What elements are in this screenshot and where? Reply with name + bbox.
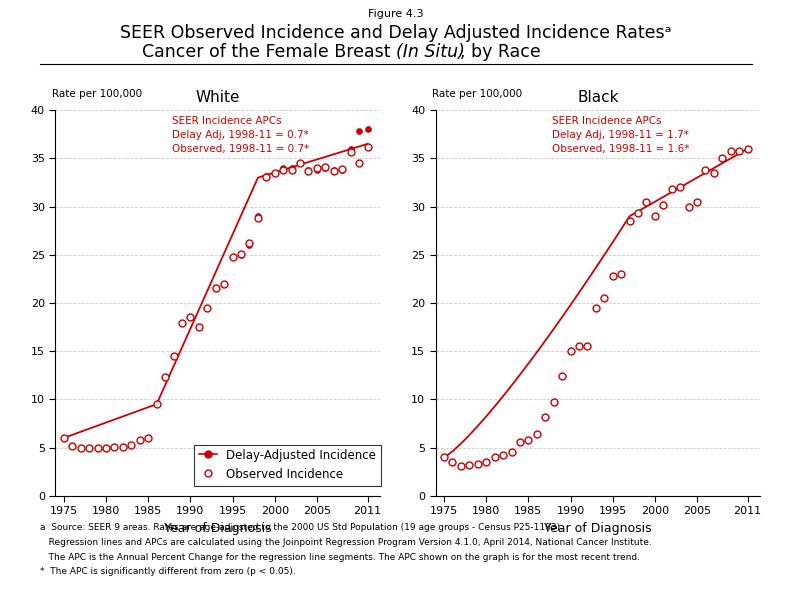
Text: Rate per 100,000: Rate per 100,000 (52, 89, 143, 99)
Text: , by Race: , by Race (460, 43, 541, 61)
Text: (In Situ): (In Situ) (396, 43, 465, 61)
Text: SEER Incidence APCs
Delay Adj, 1998-11 = 1.7*
Observed, 1998-11 = 1.6*: SEER Incidence APCs Delay Adj, 1998-11 =… (553, 116, 690, 154)
Text: Regression lines and APCs are calculated using the Joinpoint Regression Program : Regression lines and APCs are calculated… (40, 538, 651, 547)
Title: White: White (196, 90, 240, 105)
Text: a  Source: SEER 9 areas. Rates are age-adjusted to the 2000 US Std Population (1: a Source: SEER 9 areas. Rates are age-ad… (40, 523, 562, 532)
Legend: Delay-Adjusted Incidence, Observed Incidence: Delay-Adjusted Incidence, Observed Incid… (194, 444, 381, 486)
Text: SEER Observed Incidence and Delay Adjusted Incidence Ratesᵃ: SEER Observed Incidence and Delay Adjust… (120, 24, 672, 42)
X-axis label: Year of Diagnosis: Year of Diagnosis (544, 521, 652, 535)
X-axis label: Year of Diagnosis: Year of Diagnosis (164, 521, 272, 535)
Text: The APC is the Annual Percent Change for the regression line segments. The APC s: The APC is the Annual Percent Change for… (40, 553, 640, 562)
Text: SEER Incidence APCs
Delay Adj, 1998-11 = 0.7*
Observed, 1998-11 = 0.7*: SEER Incidence APCs Delay Adj, 1998-11 =… (173, 116, 310, 154)
Title: Black: Black (577, 90, 619, 105)
Text: Cancer of the Female Breast: Cancer of the Female Breast (142, 43, 396, 61)
Text: Rate per 100,000: Rate per 100,000 (432, 89, 523, 99)
Text: Figure 4.3: Figure 4.3 (368, 9, 424, 19)
Text: *  The APC is significantly different from zero (p < 0.05).: * The APC is significantly different fro… (40, 567, 295, 577)
